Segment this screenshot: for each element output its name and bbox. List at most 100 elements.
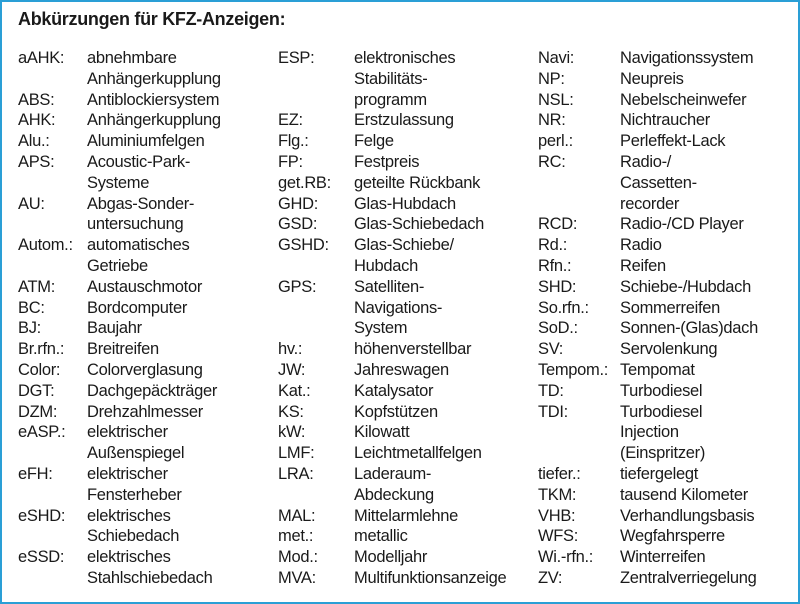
definition-line: Fensterheber — [87, 485, 182, 504]
abbreviation-entry: Mod.: Modelljahr — [278, 547, 506, 568]
abbreviation: eSSD: — [18, 548, 65, 567]
definition-line: Systeme — [87, 173, 150, 192]
abbreviation-entry: MAL: Mittelarmlehne — [278, 506, 506, 527]
abbreviation-entry: AU: Abgas-Sonder-untersuchung — [18, 194, 221, 236]
definition: Kopfstützen — [354, 402, 438, 423]
abbreviation: BC: — [18, 298, 45, 317]
definition-line: elektrisches — [87, 548, 171, 567]
definition-line: Anhängerkupplung — [87, 69, 221, 88]
abbreviation-entry: tiefer.: tiefergelegt — [538, 464, 758, 485]
definition-line: Kilowatt — [354, 423, 410, 442]
definition-line: Reifen — [620, 256, 666, 275]
abbreviation-entry: Wi.-rfn.: Winterreifen — [538, 547, 758, 568]
definition: Sommerreifen — [620, 298, 720, 319]
abbreviation: AHK: — [18, 111, 56, 130]
abbreviation: met.: — [278, 527, 314, 546]
definition-line: tausend Kilometer — [620, 485, 748, 504]
definition: elektrisches Schiebedach — [87, 506, 179, 548]
definition-line: untersuchung — [87, 215, 184, 234]
definition: automatisches Getriebe — [87, 235, 190, 277]
abbreviation: kW: — [278, 423, 306, 442]
abbreviation: ABS: — [18, 90, 55, 109]
abbreviation: ATM: — [18, 277, 55, 296]
definition: Radio — [620, 235, 662, 256]
abbreviation-entry: APS: Acoustic-Park- Systeme — [18, 152, 221, 194]
abbreviation-entry: SoD.: Sonnen-(Glas)dach — [538, 318, 758, 339]
definition-line: programm — [354, 90, 427, 109]
definition-line: Cassetten- — [620, 173, 697, 192]
definition: Verhandlungsbasis — [620, 506, 755, 527]
abbreviation: FP: — [278, 152, 303, 171]
abbreviation-entry: GSHD: Glas-Schiebe/Hubdach — [278, 235, 506, 277]
definition-line: Laderaum- — [354, 464, 432, 483]
definition-line: Nichtraucher — [620, 111, 710, 130]
abbreviation: Tempom.: — [538, 360, 609, 379]
abbreviation: Br.rfn.: — [18, 340, 65, 359]
abbreviation: NSL: — [538, 90, 574, 109]
definition-line: Bordcomputer — [87, 298, 188, 317]
abbreviation: TKM: — [538, 485, 577, 504]
abbreviation: MAL: — [278, 506, 316, 525]
definition-line: Servolenkung — [620, 340, 718, 359]
abbreviation-column-3: Navi: Navigationssystem NP: Neupreis NSL: Neb… — [538, 48, 758, 589]
definition-line: Stahlschiebedach — [87, 568, 213, 587]
abbreviation-entry: eFH: elektrischer Fensterheber — [18, 464, 221, 506]
definition: Sonnen-(Glas)dach — [620, 318, 758, 339]
definition: Mittelarmlehne — [354, 506, 458, 527]
abbreviation-entry: eSSD: elektrisches Stahlschiebedach — [18, 547, 221, 589]
abbreviation: GHD: — [278, 194, 319, 213]
definition: Reifen — [620, 256, 666, 277]
abbreviation: ZV: — [538, 568, 563, 587]
definition-line: Breitreifen — [87, 340, 159, 359]
abbreviation-entry: RCD: Radio-/CD Player — [538, 214, 758, 235]
definition-line: abnehmbare — [87, 49, 177, 67]
abbreviation-entry: NP: Neupreis — [538, 69, 758, 90]
abbreviation-entry: TKM: tausend Kilometer — [538, 485, 758, 506]
definition: Glas-Schiebe/Hubdach — [354, 235, 454, 277]
abbreviation-entry: SV: Servolenkung — [538, 339, 758, 360]
definition: abnehmbare Anhängerkupplung — [87, 48, 221, 90]
definition: Multifunktionsanzeige — [354, 568, 507, 589]
definition: elektrischer Fensterheber — [87, 464, 182, 506]
abbreviation: TDI: — [538, 402, 568, 421]
definition: Nebelscheinwefer — [620, 90, 747, 111]
abbreviation-entry: SHD: Schiebe-/Hubdach — [538, 277, 758, 298]
abbreviation: RCD: — [538, 215, 578, 234]
abbreviation: get.RB: — [278, 173, 331, 192]
definition-line: Austauschmotor — [87, 277, 203, 296]
abbreviation-entry: TDI: Turbodiesel Injection (Einspritzer) — [538, 402, 758, 464]
definition-line: Wegfahrsperre — [620, 527, 725, 546]
abbreviation: So.rfn.: — [538, 298, 589, 317]
abbreviation: APS: — [18, 152, 55, 171]
abbreviation: SHD: — [538, 277, 577, 296]
abbreviation: NP: — [538, 69, 565, 88]
abbreviation-entry: GSD: Glas-Schiebedach — [278, 214, 506, 235]
abbreviation-entry: GPS: Satelliten- Navigations- System — [278, 277, 506, 339]
definition-line: Getriebe — [87, 256, 148, 275]
definition-line: Acoustic-Park- — [87, 152, 191, 171]
definition-line: Glas-Hubdach — [354, 194, 456, 213]
definition-line: geteilte Rückbank — [354, 173, 481, 192]
definition: Perleffekt-Lack — [620, 131, 726, 152]
definition-line: (Einspritzer) — [620, 444, 706, 463]
definition: Servolenkung — [620, 339, 718, 360]
definition-line: System — [354, 319, 408, 338]
definition: Abgas-Sonder-untersuchung — [87, 194, 194, 236]
definition-line: Turbodiesel — [620, 402, 703, 421]
abbreviation: RC: — [538, 152, 566, 171]
definition: Nichtraucher — [620, 110, 710, 131]
definition: Winterreifen — [620, 547, 706, 568]
definition: Dachgepäckträger — [87, 381, 217, 402]
abbreviation-entry: Kat.: Katalysator — [278, 381, 506, 402]
abbreviation-entry: Br.rfn.: Breitreifen — [18, 339, 221, 360]
abbreviation: GSHD: — [278, 236, 329, 255]
abbreviation-entry: Color: Colorverglasung — [18, 360, 221, 381]
definition: Drehzahlmesser — [87, 402, 203, 423]
definition: Zentralverriegelung — [620, 568, 757, 589]
abbreviation: VHB: — [538, 506, 576, 525]
abbreviation: Kat.: — [278, 381, 311, 400]
abbreviation: BJ: — [18, 319, 41, 338]
definition-line: Außenspiegel — [87, 444, 185, 463]
definition-line: elektrisches — [87, 506, 171, 525]
